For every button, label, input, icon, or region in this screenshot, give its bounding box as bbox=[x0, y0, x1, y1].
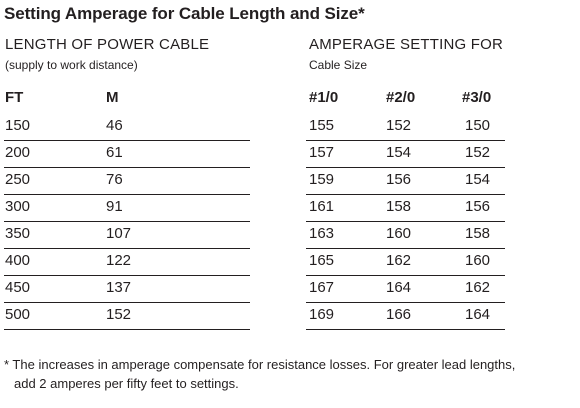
divider-left bbox=[4, 329, 250, 330]
cell-1-0: 161 bbox=[309, 198, 335, 215]
cell-1-0: 167 bbox=[309, 279, 335, 296]
cell-2-0: 166 bbox=[386, 306, 412, 323]
divider-left bbox=[4, 140, 250, 141]
cell-2-0: 162 bbox=[386, 252, 412, 269]
divider-left bbox=[4, 221, 250, 222]
divider-right bbox=[306, 194, 505, 195]
cell-3-0: 160 bbox=[465, 252, 491, 269]
cell-ft: 500 bbox=[5, 306, 31, 323]
column-header-1-0: #1/0 bbox=[309, 89, 339, 106]
divider-right bbox=[306, 329, 505, 330]
table-row: 150 46 155 152 150 bbox=[0, 113, 580, 140]
cell-m: 122 bbox=[106, 252, 132, 269]
cell-3-0: 162 bbox=[465, 279, 491, 296]
cell-2-0: 164 bbox=[386, 279, 412, 296]
divider-right bbox=[306, 275, 505, 276]
right-header-line2: Cable Size bbox=[309, 58, 368, 72]
footnote-line1: * The increases in amperage compensate f… bbox=[4, 357, 516, 372]
cell-m: 152 bbox=[106, 306, 132, 323]
footnote: * The increases in amperage compensate f… bbox=[4, 355, 578, 393]
cell-1-0: 159 bbox=[309, 171, 335, 188]
table-row: 400 122 165 162 160 bbox=[0, 248, 580, 275]
divider-right bbox=[306, 302, 505, 303]
cell-ft: 150 bbox=[5, 117, 31, 134]
left-header-line1: LENGTH OF POWER CABLE bbox=[5, 36, 210, 53]
cell-3-0: 156 bbox=[465, 198, 491, 215]
table-row: 450 137 167 164 162 bbox=[0, 275, 580, 302]
cell-m: 91 bbox=[106, 198, 123, 215]
cell-2-0: 160 bbox=[386, 225, 412, 242]
divider-right bbox=[306, 167, 505, 168]
cell-ft: 300 bbox=[5, 198, 31, 215]
cell-3-0: 152 bbox=[465, 144, 491, 161]
divider-right bbox=[306, 248, 505, 249]
table-row: 500 152 169 166 164 bbox=[0, 302, 580, 329]
table-row: 250 76 159 156 154 bbox=[0, 167, 580, 194]
cell-ft: 200 bbox=[5, 144, 31, 161]
cell-ft: 350 bbox=[5, 225, 31, 242]
cell-1-0: 155 bbox=[309, 117, 335, 134]
cell-2-0: 154 bbox=[386, 144, 412, 161]
cell-ft: 450 bbox=[5, 279, 31, 296]
divider-right bbox=[306, 140, 505, 141]
cell-1-0: 163 bbox=[309, 225, 335, 242]
cell-ft: 250 bbox=[5, 171, 31, 188]
table-row: 300 91 161 158 156 bbox=[0, 194, 580, 221]
divider-left bbox=[4, 167, 250, 168]
cell-2-0: 156 bbox=[386, 171, 412, 188]
cell-m: 46 bbox=[106, 117, 123, 134]
cell-2-0: 158 bbox=[386, 198, 412, 215]
cell-m: 61 bbox=[106, 144, 123, 161]
column-header-m: M bbox=[106, 89, 119, 106]
cell-m: 137 bbox=[106, 279, 132, 296]
divider-left bbox=[4, 194, 250, 195]
divider-right bbox=[306, 221, 505, 222]
right-header-line1: AMPERAGE SETTING FOR bbox=[309, 36, 504, 53]
cell-1-0: 157 bbox=[309, 144, 335, 161]
left-header-line2: (supply to work distance) bbox=[5, 58, 138, 72]
cell-3-0: 154 bbox=[465, 171, 491, 188]
column-header-ft: FT bbox=[5, 89, 24, 106]
cell-3-0: 150 bbox=[465, 117, 491, 134]
table-row: 350 107 163 160 158 bbox=[0, 221, 580, 248]
cell-3-0: 164 bbox=[465, 306, 491, 323]
divider-left bbox=[4, 248, 250, 249]
cell-ft: 400 bbox=[5, 252, 31, 269]
column-header-2-0: #2/0 bbox=[386, 89, 416, 106]
page-title: Setting Amperage for Cable Length and Si… bbox=[4, 4, 365, 23]
cell-2-0: 152 bbox=[386, 117, 412, 134]
cell-m: 107 bbox=[106, 225, 132, 242]
footnote-line2: add 2 amperes per fifty feet to settings… bbox=[14, 376, 239, 391]
cell-3-0: 158 bbox=[465, 225, 491, 242]
divider-left bbox=[4, 275, 250, 276]
column-header-3-0: #3/0 bbox=[462, 89, 492, 106]
cell-m: 76 bbox=[106, 171, 123, 188]
divider-left bbox=[4, 302, 250, 303]
cell-1-0: 169 bbox=[309, 306, 335, 323]
cell-1-0: 165 bbox=[309, 252, 335, 269]
table-row: 200 61 157 154 152 bbox=[0, 140, 580, 167]
